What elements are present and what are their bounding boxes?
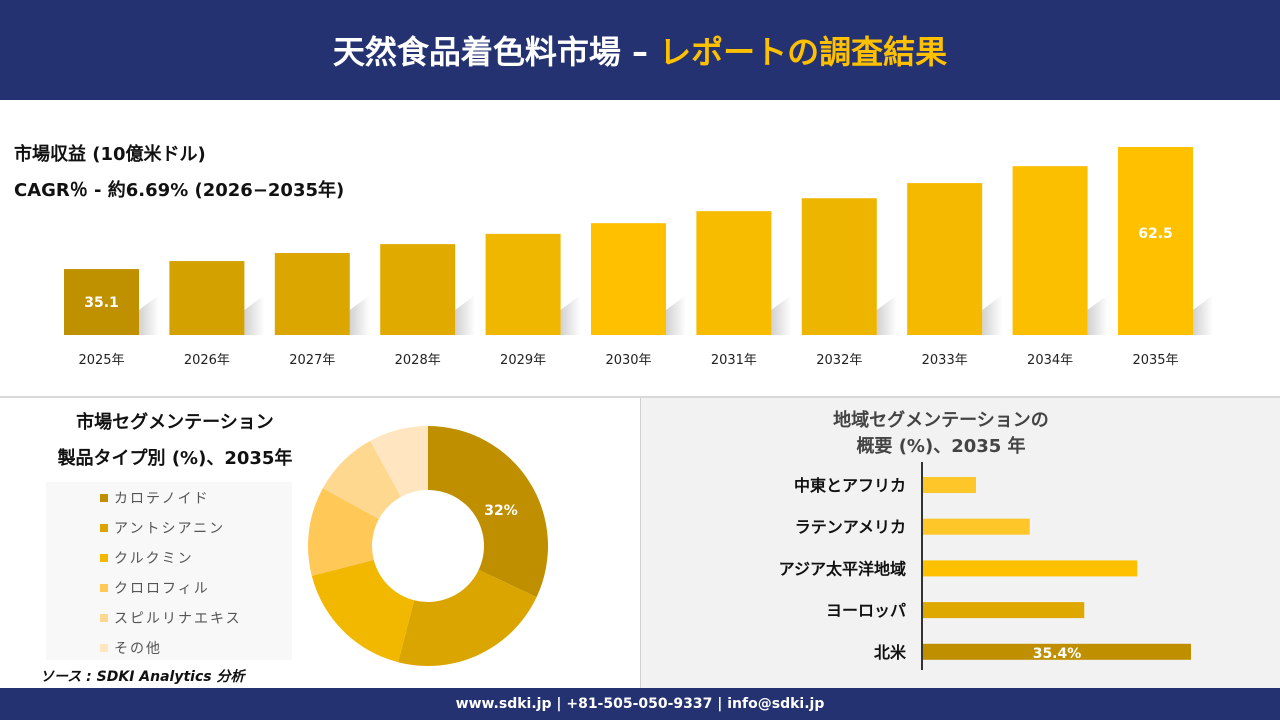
segment-title-1: 市場セグメンテーション [76, 412, 274, 433]
legend-label: クルクミン [114, 551, 194, 567]
revenue-bar [380, 244, 456, 335]
footer-contact: www.sdki.jp | +81-505-050-9337 | info@sd… [0, 688, 1280, 720]
legend-swatch [100, 524, 108, 532]
bar-shadow [349, 295, 370, 335]
revenue-bar [907, 183, 983, 335]
region-bar [923, 477, 976, 493]
bar-shadow [244, 295, 265, 335]
revenue-bar [801, 198, 877, 335]
region-label: アジア太平洋地域 [779, 559, 906, 578]
bar-shadow [560, 295, 581, 335]
revenue-bar [169, 261, 245, 335]
region-bar [923, 518, 1030, 535]
donut-slice [311, 559, 415, 663]
region-bar [923, 643, 1191, 660]
bar-value-label: 35.4% [1033, 646, 1082, 662]
year-label: 2031年 [711, 353, 757, 368]
legend-swatch [100, 614, 108, 622]
legend-label: クロロフィル [114, 581, 210, 597]
donut-slice [370, 426, 428, 497]
revenue-bar [1012, 166, 1088, 335]
legend-label: アントシアニン [114, 521, 226, 537]
revenue-bar [696, 211, 772, 335]
legend-swatch [100, 644, 108, 652]
region-title-2: 概要 (%)、2035 年 [856, 436, 1026, 457]
year-label: 2025年 [78, 353, 124, 368]
year-label: 2030年 [605, 353, 651, 368]
legend-swatch [100, 554, 108, 562]
legend-swatch [100, 494, 108, 502]
region-title-1: 地域セグメンテーションの [833, 410, 1049, 431]
bar-value-label: 35.1 [84, 295, 119, 311]
cagr-text: CAGR％ - 約6.69% (2026−2035年) [14, 180, 345, 201]
legend-item: スピルリナエキス [100, 608, 242, 628]
region-label: ヨーロッパ [826, 601, 906, 620]
divider [0, 396, 1280, 398]
revenue-title: 市場収益 (10億米ドル) [14, 144, 206, 165]
year-label: 2028年 [395, 353, 441, 368]
title-accent: レポートの調査結果 [659, 33, 948, 71]
bar-value-label: 62.5 [1138, 226, 1173, 242]
product-segment-section: 市場セグメンテーション 製品タイプ別 (%)、2035年 カロテノイド アントシア… [0, 398, 640, 688]
legend-label: スピルリナエキス [114, 611, 242, 627]
segment-title-2: 製品タイプ別 (%)、2035年 [57, 448, 293, 469]
region-bar [923, 602, 1085, 619]
legend-swatch [100, 584, 108, 592]
divider [640, 398, 641, 688]
bar-shadow [771, 295, 792, 335]
legend-item: クルクミン [100, 548, 194, 568]
region-bar [923, 560, 1138, 577]
donut-slice [428, 426, 548, 598]
product-donut-chart: 32% [308, 426, 548, 666]
legend-item: カロテノイド [100, 488, 210, 508]
revenue-bar [591, 223, 666, 335]
region-label: ラテンアメリカ [795, 518, 906, 537]
revenue-bar [64, 269, 139, 335]
year-label: 2035年 [1132, 353, 1178, 368]
bar-shadow [1087, 295, 1108, 335]
revenue-bar-chart: 2025年 35.1 2026年 2027年 2028年 2029年 2030年 2031年 2… [64, 147, 1213, 368]
title-main: 天然食品着色料市場 – [332, 33, 648, 71]
revenue-section: 市場収益 (10億米ドル) CAGR％ - 約6.69% (2026−2035年… [0, 100, 1280, 396]
bar-shadow [876, 295, 897, 335]
revenue-bar [274, 253, 350, 335]
bar-shadow [666, 295, 686, 335]
donut-slice [308, 488, 379, 576]
bar-shadow [139, 295, 159, 335]
source-note: ソース : SDKI Analytics 分析 [40, 669, 245, 685]
revenue-bar [1118, 147, 1193, 335]
donut-slice [398, 569, 537, 666]
slice-value-label: 32% [484, 503, 518, 519]
region-label: 中東とアフリカ [794, 476, 906, 495]
revenue-bar [485, 233, 561, 335]
year-label: 2026年 [184, 353, 230, 368]
legend-item: アントシアニン [100, 518, 225, 538]
region-label: 北米 [874, 643, 907, 662]
legend-item: クロロフィル [100, 578, 210, 598]
legend-label: カロテノイド [114, 491, 210, 507]
bar-shadow [982, 295, 1003, 335]
legend-label: その他 [114, 641, 162, 657]
year-label: 2027年 [289, 353, 335, 368]
year-label: 2034年 [1027, 353, 1073, 368]
header-banner: 天然食品着色料市場 – レポートの調査結果 [0, 0, 1280, 100]
legend: カロテノイド アントシアニン クルクミンクロロフィルスピルリナエキス その他 [46, 482, 292, 660]
bar-shadow [1193, 295, 1213, 335]
year-label: 2032年 [816, 353, 862, 368]
year-label: 2029年 [500, 353, 546, 368]
bar-shadow [455, 295, 476, 335]
donut-slice [322, 440, 402, 520]
legend-item: その他 [100, 638, 162, 658]
year-label: 2033年 [922, 353, 968, 368]
region-segment-section: 地域セグメンテーションの 概要 (%)、2035 年 中東とアフリカ ラテンアメリ… [641, 398, 1280, 688]
